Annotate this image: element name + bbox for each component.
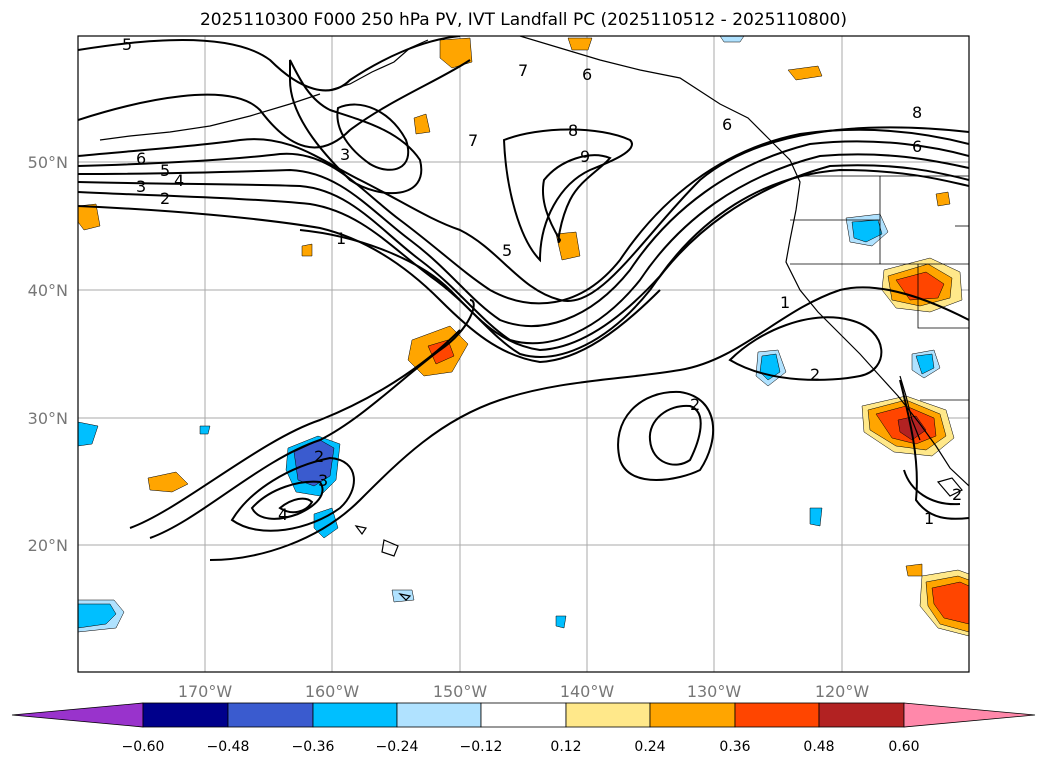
colorbar-tick-label: 0.12 <box>550 739 581 755</box>
map-frame <box>77 35 970 673</box>
lon-label: 140°W <box>560 682 615 701</box>
lat-label: 20°N <box>28 536 68 555</box>
contour-label: 3 <box>318 471 328 490</box>
lat-label: 50°N <box>28 153 68 172</box>
colorbar-segment <box>142 702 229 728</box>
anomaly-blob <box>147 471 189 493</box>
colorbar-ticks: −0.60 −0.48 −0.36 −0.24 −0.12 0.12 0.24 … <box>122 739 920 755</box>
colorbar-segment <box>818 702 905 728</box>
colorbar-segment <box>903 702 1036 728</box>
contour-label: 5 <box>160 161 170 180</box>
contour-label: 5 <box>502 241 512 260</box>
lat-label: 40°N <box>28 281 68 300</box>
contour-label: 7 <box>468 131 478 150</box>
map-title: 2025110300 F000 250 hPa PV, IVT Landfall… <box>199 10 847 30</box>
anomaly-blob <box>787 65 823 81</box>
anomaly-blob <box>391 589 415 603</box>
lon-label: 120°W <box>815 682 870 701</box>
anomaly-blob <box>555 615 567 629</box>
lat-label: 30°N <box>28 409 68 428</box>
contour-label: 1 <box>780 293 790 312</box>
contour-label: 8 <box>912 103 922 122</box>
anomaly-blob <box>301 243 313 257</box>
colorbar-segment <box>396 702 482 728</box>
contour-label: 4 <box>174 171 184 190</box>
colorbar-tick-label: −0.36 <box>292 739 335 755</box>
contour-label: 1 <box>336 229 346 248</box>
anomaly-blob <box>719 36 745 43</box>
contour-label: 9 <box>580 147 590 166</box>
anomaly-blob <box>555 231 581 261</box>
anomaly-blob <box>413 113 431 135</box>
lon-labels: 170°W 160°W 150°W 140°W 130°W 120°W <box>178 682 870 701</box>
colorbar-tick-label: 0.24 <box>634 739 665 755</box>
contour-label: 2 <box>690 395 700 414</box>
colorbar-tick-label: 0.36 <box>719 739 750 755</box>
anomaly-blob <box>935 191 951 207</box>
colorbar-segment <box>312 702 398 728</box>
anomaly-blob <box>915 353 935 375</box>
colorbar-segment <box>649 702 736 728</box>
anomaly-blob <box>78 421 99 447</box>
colorbar-tick-label: −0.48 <box>207 739 250 755</box>
contour-label: 3 <box>340 145 350 164</box>
contour-label: 6 <box>912 137 922 156</box>
contour-label: 6 <box>136 149 146 168</box>
lon-label: 150°W <box>433 682 488 701</box>
anomaly-blob <box>809 507 823 527</box>
lat-labels: 50°N 40°N 30°N 20°N <box>28 153 68 555</box>
contour-label: 3 <box>136 177 146 196</box>
anomaly-blob <box>905 563 923 577</box>
contour-label: 2 <box>314 447 324 466</box>
lon-label: 130°W <box>687 682 742 701</box>
anomaly-blob <box>567 37 593 51</box>
colorbar-segment <box>11 702 144 728</box>
lon-label: 160°W <box>305 682 360 701</box>
colorbar <box>11 702 1036 728</box>
anomaly-blob <box>895 271 945 301</box>
lon-label: 170°W <box>178 682 233 701</box>
colorbar-tick-label: 0.48 <box>803 739 834 755</box>
contour-label: 5 <box>122 35 132 54</box>
colorbar-tick-label: −0.12 <box>460 739 503 755</box>
contour-label: 7 <box>518 61 528 80</box>
graticule <box>78 36 969 672</box>
anomaly-blob <box>931 581 969 625</box>
borders <box>790 175 969 401</box>
colorbar-tick-label: 0.60 <box>888 739 919 755</box>
contour-label: 4 <box>278 505 288 524</box>
contour-label: 2 <box>160 189 170 208</box>
contour-label: 8 <box>568 121 578 140</box>
contour-label: 2 <box>952 485 962 504</box>
anomaly-blob <box>78 603 117 629</box>
anomaly-blob <box>427 339 455 365</box>
anomaly-blob <box>199 425 211 435</box>
colorbar-segment <box>227 702 314 728</box>
contour-label: 6 <box>582 65 592 84</box>
anomaly-blob <box>78 203 101 231</box>
pv-contours <box>78 36 969 561</box>
colorbar-segment <box>565 702 651 728</box>
contour-label: 1 <box>924 509 934 528</box>
colorbar-tick-label: −0.60 <box>122 739 165 755</box>
colorbar-segment <box>734 702 820 728</box>
contour-label: 6 <box>722 115 732 134</box>
colorbar-segment <box>480 702 567 728</box>
contour-label: 2 <box>810 365 820 384</box>
colorbar-tick-label: −0.24 <box>376 739 419 755</box>
contour-labels: 5 6 5 4 3 2 1 3 7 7 6 8 9 5 6 8 6 1 2 2 … <box>122 35 962 528</box>
